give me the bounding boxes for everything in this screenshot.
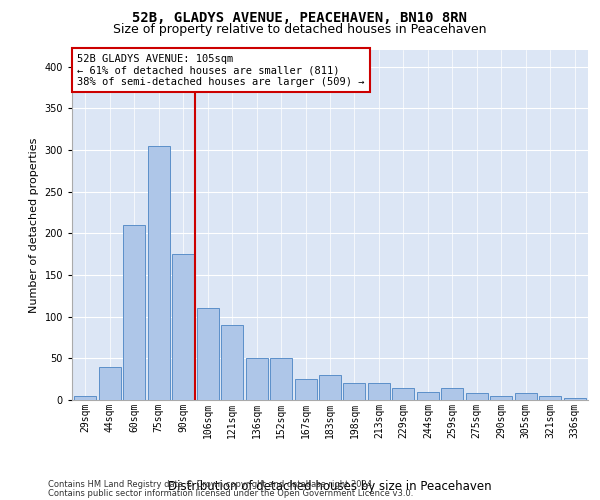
Bar [466, 394, 488, 400]
Bar [172, 254, 194, 400]
Y-axis label: Number of detached properties: Number of detached properties [29, 138, 39, 312]
Bar [368, 384, 390, 400]
Text: Contains HM Land Registry data © Crown copyright and database right 2024.: Contains HM Land Registry data © Crown c… [48, 480, 374, 489]
Text: Contains public sector information licensed under the Open Government Licence v3: Contains public sector information licen… [48, 488, 413, 498]
Bar [197, 308, 219, 400]
Bar [490, 396, 512, 400]
Bar [148, 146, 170, 400]
Bar [295, 379, 317, 400]
Bar [319, 375, 341, 400]
Bar [539, 396, 561, 400]
Bar [392, 388, 415, 400]
Bar [563, 398, 586, 400]
Bar [124, 225, 145, 400]
Bar [270, 358, 292, 400]
Text: 52B, GLADYS AVENUE, PEACEHAVEN, BN10 8RN: 52B, GLADYS AVENUE, PEACEHAVEN, BN10 8RN [133, 11, 467, 25]
Bar [515, 394, 536, 400]
Text: Size of property relative to detached houses in Peacehaven: Size of property relative to detached ho… [113, 22, 487, 36]
X-axis label: Distribution of detached houses by size in Peacehaven: Distribution of detached houses by size … [168, 480, 492, 492]
Bar [245, 358, 268, 400]
Text: 52B GLADYS AVENUE: 105sqm
← 61% of detached houses are smaller (811)
38% of semi: 52B GLADYS AVENUE: 105sqm ← 61% of detac… [77, 54, 365, 86]
Bar [99, 366, 121, 400]
Bar [441, 388, 463, 400]
Bar [417, 392, 439, 400]
Bar [74, 396, 97, 400]
Bar [221, 325, 243, 400]
Bar [343, 384, 365, 400]
